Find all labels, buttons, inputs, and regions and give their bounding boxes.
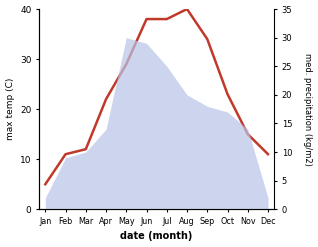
Y-axis label: med. precipitation (kg/m2): med. precipitation (kg/m2) (303, 53, 313, 165)
Y-axis label: max temp (C): max temp (C) (5, 78, 15, 140)
X-axis label: date (month): date (month) (121, 231, 193, 242)
